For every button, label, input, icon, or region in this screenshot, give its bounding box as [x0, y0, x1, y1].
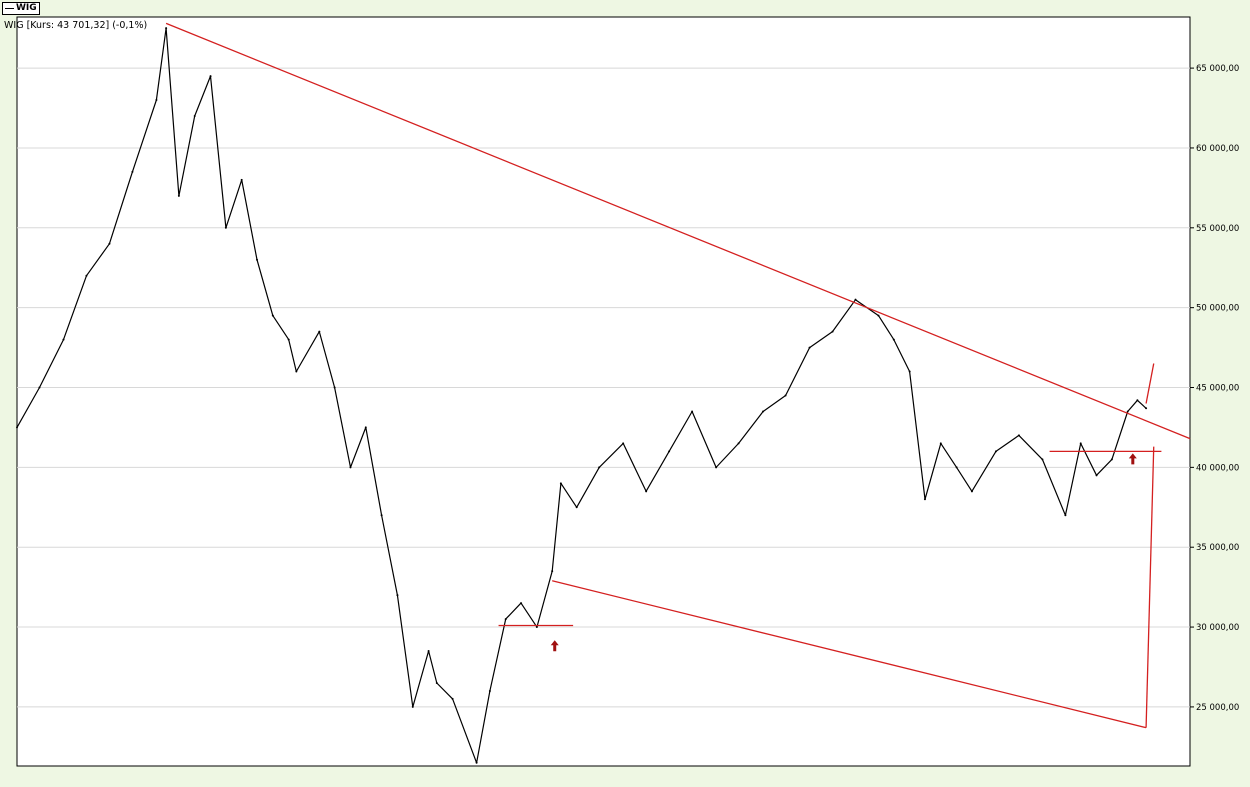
series-point — [349, 466, 352, 469]
series-point — [598, 466, 601, 469]
series-point — [1064, 514, 1067, 517]
series-point — [16, 426, 18, 429]
trendline — [552, 580, 1147, 729]
series-point — [559, 482, 562, 485]
y-tick-label: 65 000,00 — [1196, 64, 1239, 74]
series-point — [715, 466, 718, 469]
legend-line-icon — [5, 8, 14, 9]
series-point — [520, 602, 523, 605]
series-point — [892, 338, 895, 341]
series-point — [908, 370, 911, 373]
series-point — [488, 689, 491, 692]
series-point — [762, 410, 765, 413]
up-arrow-icon — [550, 640, 559, 652]
series-point — [831, 330, 834, 333]
series-point — [784, 394, 787, 397]
series-point — [271, 314, 274, 317]
series-point — [645, 490, 648, 493]
y-tick-label: 35 000,00 — [1196, 543, 1239, 553]
series-point — [994, 450, 997, 453]
series-point — [691, 410, 694, 413]
annotation-layer — [165, 22, 1191, 729]
y-tick-label: 60 000,00 — [1196, 144, 1239, 154]
series-point — [622, 442, 625, 445]
series-point — [224, 226, 227, 229]
series-point — [318, 330, 321, 333]
series-point — [108, 242, 111, 245]
series-point — [396, 594, 399, 597]
series-point — [427, 650, 430, 653]
series-point — [364, 426, 367, 429]
y-tick-label: 50 000,00 — [1196, 304, 1239, 314]
grid-layer — [17, 67, 1190, 708]
series-point — [1017, 434, 1020, 437]
y-tick-label: 30 000,00 — [1196, 623, 1239, 633]
series-point — [209, 75, 212, 78]
series-point — [38, 386, 41, 389]
series-point — [295, 370, 298, 373]
legend-box: WIG — [2, 2, 40, 15]
series-point — [155, 99, 158, 102]
y-tick-label: 25 000,00 — [1196, 703, 1239, 713]
series-point — [1136, 399, 1139, 402]
y-tick-label: 45 000,00 — [1196, 384, 1239, 394]
y-tick-label: 40 000,00 — [1196, 463, 1239, 473]
series-point — [504, 618, 507, 621]
series-point — [380, 514, 383, 517]
quote-header: WIG [Kurs: 43 701,32] (-0,1%) — [4, 20, 148, 31]
series-point — [193, 115, 196, 118]
series-point — [970, 490, 973, 493]
series-point — [333, 386, 336, 389]
legend-series-label: WIG — [16, 3, 37, 13]
series-point — [1041, 458, 1044, 461]
series-point — [575, 506, 578, 509]
series-point — [240, 178, 243, 181]
up-arrow-icon — [1128, 453, 1137, 465]
trendline — [1145, 363, 1155, 404]
y-tick-label: 55 000,00 — [1196, 224, 1239, 234]
series-layer — [16, 27, 1148, 764]
series-point — [85, 274, 88, 277]
series-point — [165, 27, 168, 30]
plot-area — [16, 16, 1191, 767]
series-point — [923, 498, 926, 501]
trendline — [165, 22, 1191, 440]
series-point — [1095, 474, 1098, 477]
series-point — [1145, 407, 1148, 410]
series-point — [287, 338, 290, 341]
series-point — [737, 442, 740, 445]
series-point — [1110, 458, 1113, 461]
series-point — [256, 258, 259, 261]
series-point — [62, 338, 65, 341]
series-point — [668, 450, 671, 453]
series-point — [177, 194, 180, 197]
series-point — [535, 626, 538, 629]
series-line-wig — [16, 27, 1147, 764]
series-point — [475, 761, 478, 764]
y-axis: 25 000,00 30 000,00 35 000,00 40 000,00 45 0… — [1190, 64, 1239, 713]
series-point — [411, 705, 414, 708]
series-point — [451, 697, 454, 700]
series-point — [435, 681, 438, 684]
series-point — [939, 442, 942, 445]
series-point — [131, 170, 134, 173]
series-point — [1126, 410, 1129, 413]
series-point — [877, 314, 880, 317]
series-point — [1079, 442, 1082, 445]
series-point — [551, 570, 554, 573]
series-point — [955, 466, 958, 469]
series-point — [854, 298, 857, 301]
trendline — [1145, 446, 1155, 728]
series-point — [808, 346, 811, 349]
